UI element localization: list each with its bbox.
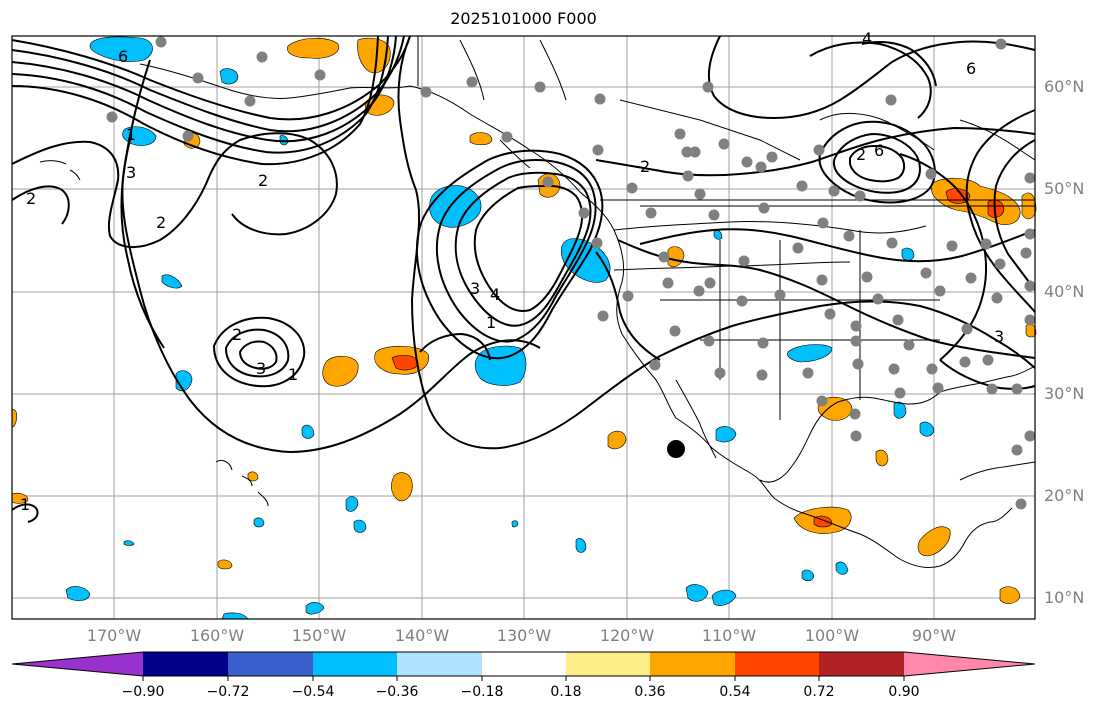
colorbar [11,651,1036,677]
contour-label: 6 [874,141,884,160]
station-markers [106,36,1036,510]
contour-label: 3 [256,359,266,378]
lon-label: 120°W [599,626,655,645]
positive-anomalies [11,37,1037,604]
lon-label: 100°W [804,626,860,645]
contour-label: 6 [118,47,128,66]
lon-label: 150°W [291,626,347,645]
contour-label: 2 [640,157,650,176]
contour-label: 1 [486,313,496,332]
contour-label: 3 [126,163,136,182]
colorbar-segment [904,652,1035,676]
contour-label: 2 [856,145,866,164]
lat-label: 30°N [1044,384,1085,403]
colorbar-tick-label: −0.36 [375,684,419,700]
lon-label: 130°W [496,626,552,645]
colorbar-tick-label: −0.18 [460,684,504,700]
colorbar-tick-label: −0.90 [121,684,165,700]
colorbar-tick-label: 0.72 [803,684,835,700]
plot-frame [11,35,1036,620]
colorbar-segment [12,652,143,676]
colorbar-tick-label: −0.72 [206,684,250,700]
lon-label: 110°W [701,626,757,645]
colorbar-segment [228,652,313,676]
colorbar-tick-label: 0.36 [634,684,666,700]
lon-label: 140°W [394,626,450,645]
colorbar-segment [482,652,566,676]
map-title: 2025101000 F000 [450,9,597,28]
contour-label: 1 [126,125,136,144]
contour-label: 6 [966,59,976,78]
colorbar-segment [650,652,735,676]
colorbar-segment [566,652,650,676]
colorbar-segment [397,652,482,676]
lon-label: 160°W [189,626,245,645]
contour-label: 3 [994,327,1004,346]
lat-label: 60°N [1044,77,1085,96]
contour-label: 2 [156,213,166,232]
colorbar-segment [819,652,904,676]
colorbar-tick-label: 0.54 [719,684,751,700]
colorbar-segment [143,652,228,676]
colorbar-tick-label: 0.90 [888,684,920,700]
colorbar-segment [313,652,397,676]
lat-label: 40°N [1044,282,1085,301]
contour-label: 4 [490,285,500,304]
colorbar-segment [735,652,819,676]
colorbar-tick-label: −0.54 [291,684,335,700]
lon-label: 90°W [911,626,957,645]
contour-label: 2 [26,189,36,208]
contour-label: 1 [20,495,30,514]
lon-label: 170°W [86,626,142,645]
storm-center-marker [667,440,685,458]
lat-label: 50°N [1044,179,1085,198]
contour-label: 3 [470,279,480,298]
contour-label: 1 [288,365,298,384]
contour-label: 2 [232,325,242,344]
lat-label: 10°N [1044,588,1085,607]
contour-label: 2 [258,171,268,190]
negative-anomalies [65,36,935,620]
lat-label: 20°N [1044,486,1085,505]
contour-label: 4 [862,29,872,48]
colorbar-tick-label: 0.18 [550,684,582,700]
